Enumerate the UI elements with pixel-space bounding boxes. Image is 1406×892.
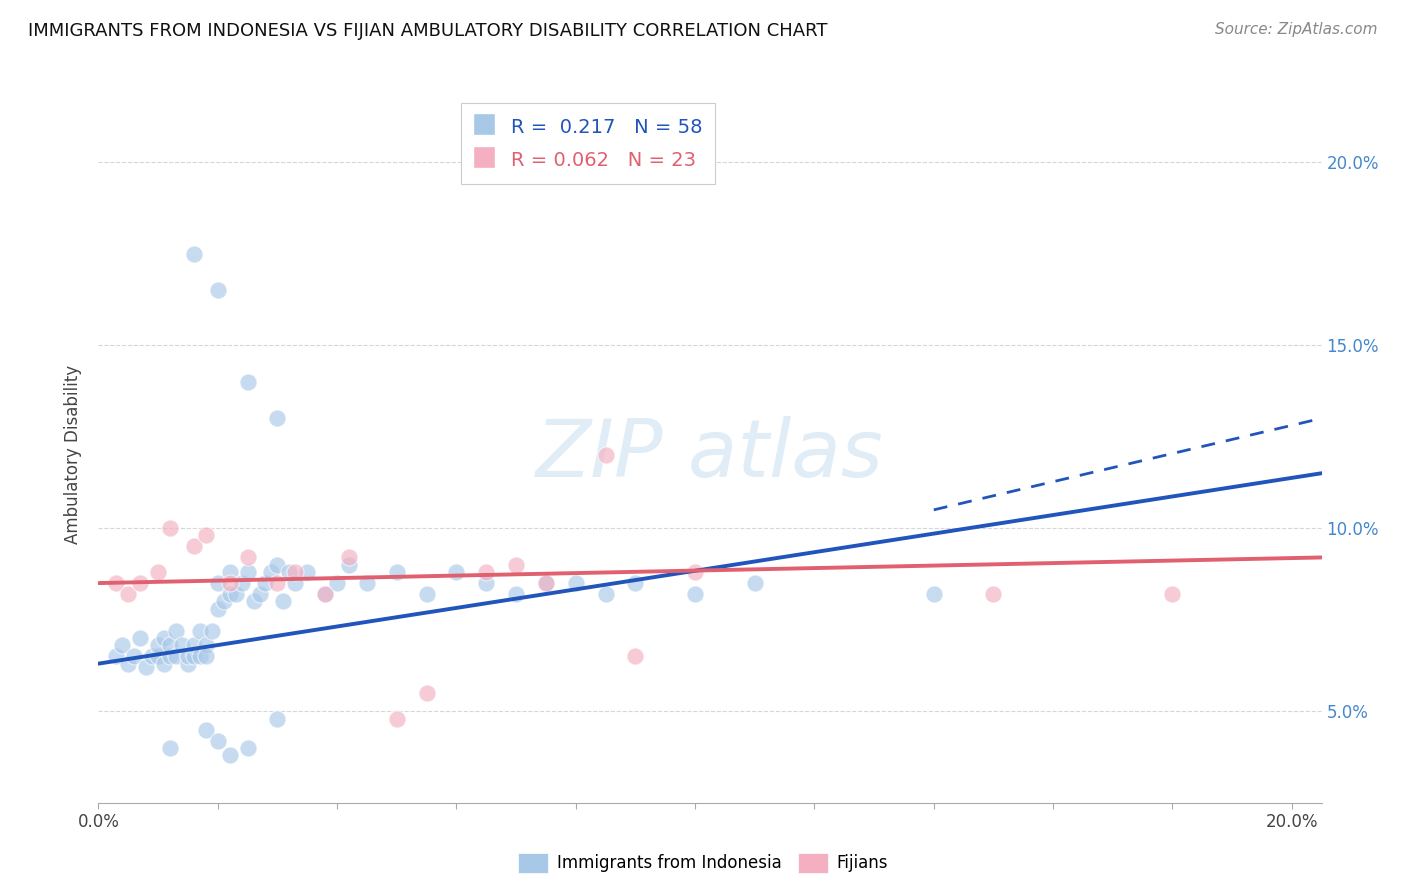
Point [337,550,360,565]
Point [284,565,307,579]
Point [236,740,259,755]
Point [505,587,527,601]
Text: Source: ZipAtlas.com: Source: ZipAtlas.com [1215,22,1378,37]
Point [231,576,253,591]
Point [624,649,647,664]
Point [314,587,336,601]
Text: ZIP atlas: ZIP atlas [536,416,884,494]
Point [314,587,336,601]
Legend: R =  0.217   N = 58, R = 0.062   N = 23: R = 0.217 N = 58, R = 0.062 N = 23 [461,103,714,184]
Point [218,748,240,763]
Point [415,587,437,601]
Point [135,660,157,674]
Point [236,550,259,565]
Point [207,601,229,615]
Point [683,587,706,601]
Point [105,576,128,591]
Point [249,587,271,601]
Point [111,638,134,652]
Point [218,587,240,601]
Point [194,649,217,664]
Point [194,528,217,542]
Point [415,686,437,700]
Point [117,657,139,671]
Point [129,631,152,645]
Point [236,565,259,579]
Point [278,565,301,579]
Point [122,649,145,664]
Point [446,565,468,579]
Point [212,594,235,608]
Point [505,558,527,572]
Point [188,649,211,664]
Point [326,576,349,591]
Point [475,576,498,591]
Point [266,712,288,726]
Point [260,565,283,579]
Point [207,576,229,591]
Point [159,521,181,535]
Point [337,558,360,572]
Point [183,649,205,664]
Point [129,576,152,591]
Y-axis label: Ambulatory Disability: Ambulatory Disability [65,366,83,544]
Point [177,649,200,664]
Point [165,649,187,664]
Point [159,740,181,755]
Point [153,631,176,645]
Point [170,638,193,652]
Point [218,576,240,591]
Point [159,638,181,652]
Point [266,576,288,591]
Point [177,657,200,671]
Point [273,594,295,608]
Point [146,649,169,664]
Point [225,587,247,601]
Point [744,576,766,591]
Point [534,576,557,591]
Point [141,649,163,664]
Point [146,638,169,652]
Point [356,576,378,591]
Point [385,712,408,726]
Point [207,283,229,297]
Point [183,540,205,554]
Point [194,638,217,652]
Legend: Immigrants from Indonesia, Fijians: Immigrants from Indonesia, Fijians [512,847,894,880]
Point [207,733,229,747]
Point [183,638,205,652]
Point [159,649,181,664]
Point [117,587,139,601]
Point [201,624,224,638]
Point [165,624,187,638]
Point [297,565,319,579]
Point [242,594,264,608]
Point [565,576,588,591]
Point [385,565,408,579]
Point [595,448,617,462]
Point [194,723,217,737]
Point [105,649,128,664]
Point [983,587,1005,601]
Point [266,558,288,572]
Point [254,576,277,591]
Point [146,565,169,579]
Point [922,587,945,601]
Point [266,411,288,425]
Text: IMMIGRANTS FROM INDONESIA VS FIJIAN AMBULATORY DISABILITY CORRELATION CHART: IMMIGRANTS FROM INDONESIA VS FIJIAN AMBU… [28,22,828,40]
Point [475,565,498,579]
Point [183,246,205,260]
Point [534,576,557,591]
Point [624,576,647,591]
Point [153,657,176,671]
Point [218,565,240,579]
Point [595,587,617,601]
Point [683,565,706,579]
Point [188,624,211,638]
Point [1161,587,1184,601]
Point [284,576,307,591]
Point [236,375,259,389]
